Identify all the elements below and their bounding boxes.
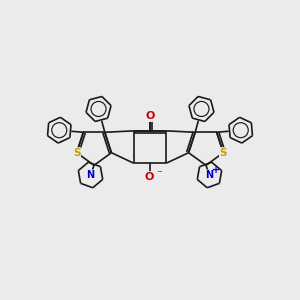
Text: +: +	[212, 165, 220, 175]
Text: S: S	[220, 148, 227, 158]
Text: O: O	[145, 172, 154, 182]
Text: S: S	[73, 148, 80, 158]
Text: $^-$: $^-$	[155, 169, 163, 179]
Text: O: O	[145, 111, 155, 122]
Text: N: N	[86, 170, 94, 180]
Text: N: N	[206, 170, 214, 180]
